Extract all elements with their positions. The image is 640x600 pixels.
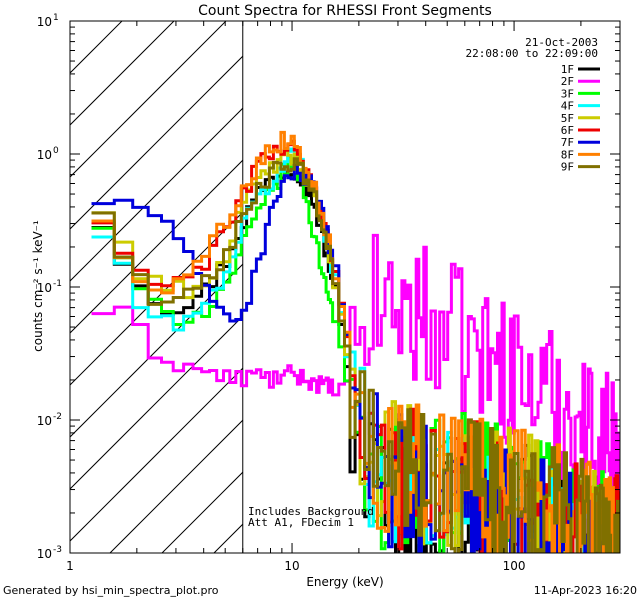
annotations: Includes Background Att A1, FDecim 1 [248,505,374,529]
y-tick-label: 10 [37,281,52,295]
legend-date: 21-Oct-2003 [525,36,598,49]
x-axis-label: Energy (keV) [306,575,383,589]
y-tick-exponent: -3 [53,545,62,555]
x-tick-label: 100 [503,559,526,573]
legend-label-2F: 2F [561,75,574,88]
legend-label-6F: 6F [561,124,574,137]
legend-label-7F: 7F [561,136,574,149]
legend: 21-Oct-2003 22:08:00 to 22:09:00 1F2F3F4… [466,36,600,174]
y-tick-label: 10 [37,148,52,162]
legend-label-4F: 4F [561,100,574,113]
hatch-line [70,367,243,542]
y-tick-exponent: 1 [53,13,59,23]
hatch-line [70,107,243,282]
y-tick-exponent: -1 [53,279,62,289]
hatch-line [70,55,243,230]
legend-label-9F: 9F [561,161,574,174]
y-tick-exponent: 0 [53,146,59,156]
hatch-line [70,159,243,334]
y-axis-label: counts cm⁻² s⁻¹ keV⁻¹ [31,220,45,352]
legend-label-3F: 3F [561,87,574,100]
annotation-background: Includes Background [248,505,374,518]
hatch-line [109,419,243,553]
hatch-line [70,21,175,126]
legend-label-5F: 5F [561,112,574,125]
x-tick-label: 10 [284,559,299,573]
legend-time-range: 22:08:00 to 22:09:00 [466,47,598,60]
y-tick-label: 10 [37,15,52,29]
series-lines [91,130,620,553]
series-line-7F [91,164,620,553]
hatch-line [70,315,243,490]
x-tick-label: 1 [66,559,74,573]
x-axis-ticks: 1 10 100 [66,21,621,573]
chart-title: Count Spectra for RHESSI Front Segments [198,3,492,19]
legend-label-1F: 1F [561,63,574,76]
footer-generated-by: Generated by hsi_min_spectra_plot.pro [3,584,219,597]
footer-timestamp: 11-Apr-2023 16:20 [534,584,637,597]
series-line-9F [91,157,620,553]
series-line-6F [91,139,620,553]
annotation-attenuator: Att A1, FDecim 1 [248,516,354,529]
series-line-2F [91,233,620,514]
series-line-8F [91,130,620,553]
y-tick-exponent: -2 [53,412,62,422]
hatch-line [70,21,227,178]
legend-label-8F: 8F [561,148,574,161]
y-tick-label: 10 [37,547,52,561]
y-tick-label: 10 [37,414,52,428]
